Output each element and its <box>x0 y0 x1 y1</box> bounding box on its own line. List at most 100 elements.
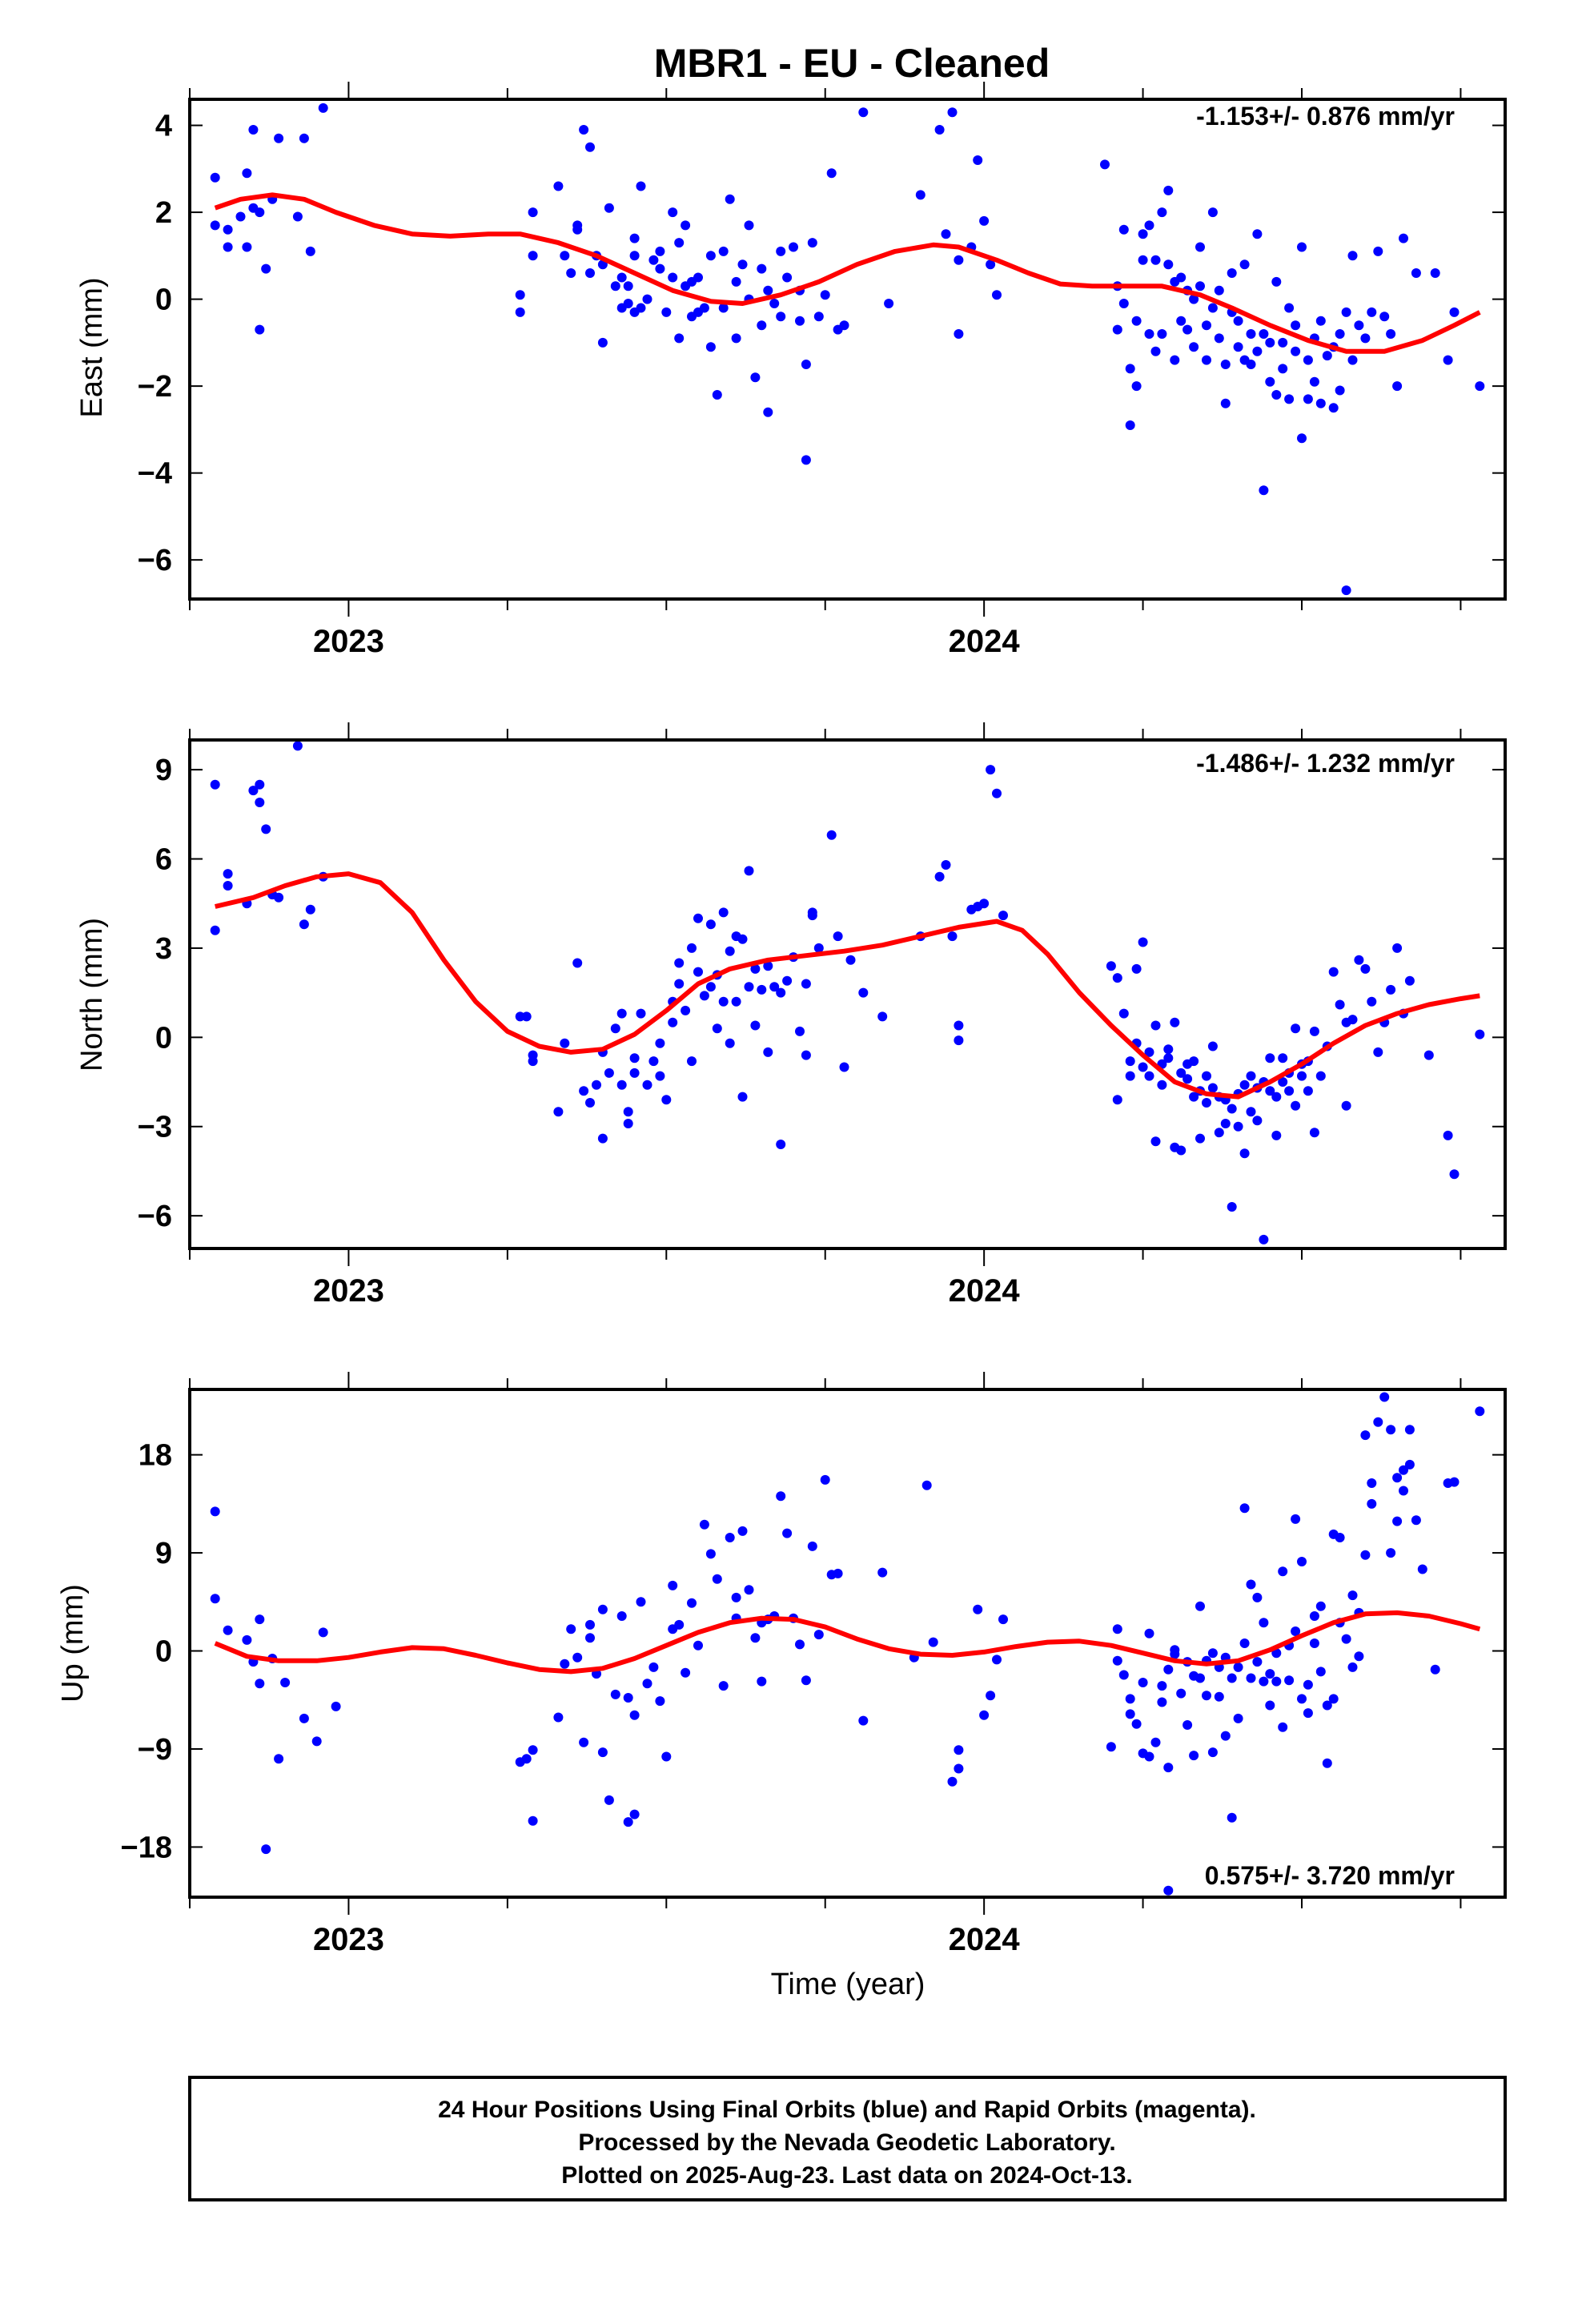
up-data-point <box>1118 1670 1129 1680</box>
up-ytick-label: 18 <box>139 1439 172 1473</box>
east-data-point <box>585 142 595 152</box>
east-data-point <box>210 220 220 231</box>
up-data-point <box>1399 1486 1408 1496</box>
north-data-point <box>661 1095 672 1105</box>
up-data-point <box>1239 1638 1250 1648</box>
east-data-point <box>1392 381 1403 392</box>
up-data-point <box>636 1597 646 1607</box>
east-data-point <box>1335 329 1345 339</box>
north-data-point <box>223 881 233 891</box>
north-data-point <box>1239 1148 1250 1159</box>
north-data-point <box>1265 1086 1275 1096</box>
east-ytick-label: −4 <box>138 457 172 491</box>
east-data-point <box>757 320 767 331</box>
up-data-point <box>757 1676 767 1687</box>
north-data-point <box>1118 1008 1129 1019</box>
up-data-point <box>1347 1662 1358 1672</box>
east-data-point <box>769 299 780 308</box>
north-data-point <box>1309 1026 1319 1036</box>
up-data-point <box>973 1604 983 1614</box>
up-rate-label: 0.575+/- 3.720 mm/yr <box>1205 1861 1455 1890</box>
footer-line-3: Plotted on 2025-Aug-23. Last data on 202… <box>561 2162 1133 2189</box>
up-data-point <box>1144 1628 1154 1638</box>
up-data-point <box>616 1611 627 1621</box>
north-data-point <box>1246 1107 1256 1117</box>
north-points <box>210 741 1485 1244</box>
east-data-point <box>1157 207 1167 218</box>
north-data-point <box>845 955 856 965</box>
north-data-point <box>1182 1074 1193 1084</box>
east-data-point <box>1189 342 1199 352</box>
east-data-point <box>210 172 220 183</box>
east-data-point <box>820 290 830 300</box>
x-axis-label: Time (year) <box>771 1968 926 2001</box>
east-data-point <box>1449 307 1460 317</box>
north-data-point <box>1373 1047 1383 1057</box>
east-ytick-label: −2 <box>138 370 172 404</box>
up-data-point <box>572 1652 583 1663</box>
east-data-point <box>642 294 652 304</box>
north-data-point <box>655 1071 665 1081</box>
east-data-point <box>954 255 964 265</box>
east-data-point <box>674 238 685 248</box>
north-data-point <box>1303 1086 1313 1096</box>
north-data-point <box>801 1050 811 1060</box>
north-data-point <box>623 1119 633 1128</box>
up-data-point <box>1207 1648 1218 1659</box>
footer-line-2: Processed by the Nevada Geodetic Laborat… <box>578 2129 1115 2156</box>
up-ytick-label: −18 <box>121 1831 172 1864</box>
up-data-point <box>1404 1459 1415 1470</box>
north-data-point <box>1106 961 1116 971</box>
up-data-point <box>1347 1590 1358 1601</box>
up-data-point <box>1125 1694 1135 1704</box>
north-data-point <box>636 1008 646 1019</box>
east-data-point <box>1259 329 1269 339</box>
up-data-point <box>1303 1708 1313 1719</box>
north-data-point <box>947 931 958 942</box>
up-data-point <box>1265 1700 1275 1711</box>
east-data-point <box>528 207 538 218</box>
up-data-point <box>623 1693 633 1703</box>
up-data-point <box>1170 1645 1180 1655</box>
up-data-point <box>1309 1638 1319 1648</box>
north-plot-frame <box>188 738 1507 1250</box>
east-data-point <box>813 312 824 322</box>
up-data-point <box>750 1633 761 1643</box>
up-data-point <box>223 1625 233 1635</box>
up-data-point <box>1449 1477 1460 1487</box>
north-data-point <box>1259 1234 1269 1244</box>
east-data-point <box>1138 255 1148 265</box>
east-data-point <box>623 281 633 292</box>
north-data-point <box>528 1056 538 1067</box>
up-data-point <box>1291 1626 1301 1636</box>
east-data-point <box>801 455 811 465</box>
up-data-point <box>681 1667 691 1678</box>
up-data-point <box>1367 1498 1377 1509</box>
north-data-point <box>1271 1092 1282 1102</box>
up-data-point <box>1354 1651 1364 1662</box>
up-data-point <box>1112 1624 1122 1634</box>
north-data-point <box>1347 1015 1358 1025</box>
north-data-point <box>826 830 837 840</box>
east-data-point <box>636 181 646 191</box>
up-data-point <box>1220 1731 1231 1741</box>
chart-title: MBR1 - EU - Cleaned <box>654 41 1050 86</box>
north-data-point <box>941 860 951 870</box>
north-data-point <box>1341 1100 1351 1111</box>
east-data-point <box>1207 207 1218 218</box>
east-data-point <box>1195 281 1205 292</box>
north-data-point <box>1278 1053 1288 1063</box>
east-xtick-label: 2023 <box>313 624 384 659</box>
east-data-point <box>693 272 703 283</box>
up-data-point <box>1278 1722 1288 1732</box>
up-data-point <box>521 1754 532 1764</box>
north-data-point <box>248 786 259 796</box>
north-data-point <box>616 1008 627 1019</box>
up-data-point <box>1399 1465 1408 1475</box>
up-data-point <box>1328 1694 1339 1704</box>
east-data-point <box>1233 316 1243 326</box>
east-data-point <box>1176 316 1186 326</box>
up-data-point <box>1271 1676 1282 1687</box>
east-y-axis-label: East (mm) <box>75 277 109 417</box>
east-data-point <box>1150 346 1161 356</box>
